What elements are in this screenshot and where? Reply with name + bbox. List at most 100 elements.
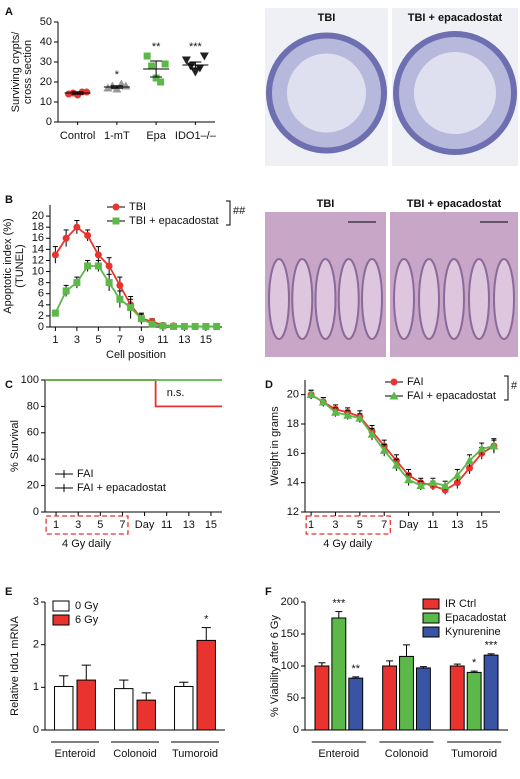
bar — [415, 667, 431, 731]
series-line — [54, 225, 217, 328]
data-point — [452, 470, 462, 479]
y-tick-label: 18 — [32, 221, 44, 233]
x-tick-label: 13 — [183, 519, 195, 531]
data-point — [94, 262, 102, 270]
data-point — [180, 322, 188, 330]
image-label: TBI + epacadostat — [407, 198, 502, 210]
y-tick-label: 0 — [38, 321, 44, 333]
legend-swatch — [52, 600, 70, 612]
significance: * — [204, 614, 209, 626]
panel-label: D — [265, 379, 273, 391]
crypt — [361, 258, 383, 340]
significance: *** — [485, 640, 499, 652]
x-tick-label: Epa — [146, 130, 166, 142]
x-tick-label: Colonoid — [385, 748, 428, 760]
tissue-lumen — [287, 53, 366, 133]
legend-swatch — [422, 626, 440, 638]
y-tick-label: 12 — [287, 506, 299, 518]
crypt — [291, 258, 314, 340]
significance: * — [472, 657, 477, 669]
data-point — [62, 234, 70, 242]
y-tick-label: 4 — [38, 299, 44, 311]
x-tick-label: Day — [135, 519, 155, 531]
data-point — [84, 262, 92, 270]
data-point — [367, 429, 377, 438]
panel-label: E — [5, 586, 12, 598]
legend-marker — [390, 378, 398, 386]
x-tick-label: 13 — [178, 334, 190, 346]
data-point — [306, 390, 316, 399]
data-point — [213, 322, 221, 330]
bar — [382, 665, 398, 731]
x-tick-label: 5 — [95, 334, 101, 346]
crypt — [393, 258, 415, 340]
data-point — [137, 315, 145, 323]
y-tick-label: 40 — [40, 36, 52, 48]
legend-label: FAI — [77, 468, 94, 480]
bar — [449, 665, 465, 731]
y-tick-label: 14 — [287, 477, 299, 489]
panel-label: C — [5, 379, 13, 391]
y-tick-label: 16 — [32, 232, 44, 244]
y-tick-label: 0 — [33, 506, 39, 518]
data-point — [181, 56, 191, 65]
data-point — [116, 295, 124, 303]
data-point — [330, 407, 340, 416]
annotation-bracket — [226, 200, 231, 226]
series-line — [310, 393, 495, 491]
series-line — [54, 265, 217, 328]
data-point — [355, 413, 365, 422]
data-point — [202, 322, 210, 330]
data-point — [73, 223, 81, 231]
y-tick-label: 14 — [32, 243, 44, 255]
legend-label: IR Ctrl — [445, 598, 476, 610]
x-tick-label: 1-mT — [104, 130, 130, 142]
data-point — [143, 52, 151, 60]
y-axis-label: Surviving crypts/ — [10, 31, 22, 113]
x-tick-label: 5 — [97, 519, 103, 531]
legend-marker — [112, 203, 120, 211]
series-line — [45, 379, 222, 408]
data-point — [148, 320, 156, 328]
x-tick-label: 13 — [451, 519, 463, 531]
x-tick-label: Colonoid — [113, 748, 156, 760]
annotation: n.s. — [167, 387, 185, 399]
data-point — [157, 78, 165, 86]
data-point — [343, 410, 353, 419]
data-point — [190, 68, 200, 77]
image-label: TBI + epacadostat — [408, 12, 503, 24]
crypt — [493, 258, 515, 340]
x-tick-label: Day — [399, 519, 419, 531]
x-tick-label: 5 — [357, 519, 363, 531]
y-tick-label: 100 — [281, 660, 299, 672]
legend-label: FAI + epacadostat — [407, 390, 496, 402]
data-point — [440, 481, 450, 490]
crypt — [337, 258, 360, 340]
y-tick-label: 10 — [32, 265, 44, 277]
dosing-box — [45, 515, 129, 535]
legend-swatch — [422, 612, 440, 624]
data-point — [191, 322, 199, 330]
y-axis-label: Apoptotic index (%) — [2, 218, 14, 313]
y-tick-label: 100 — [21, 374, 39, 386]
dosing-label: 4 Gy daily — [62, 538, 111, 550]
dosing-box — [305, 515, 391, 535]
legend-label: 6 Gy — [75, 614, 99, 626]
y-axis-label: Relative Ido1 mRNA — [9, 616, 21, 716]
legend-label: 0 Gy — [75, 600, 99, 612]
y-tick-label: 20 — [27, 480, 39, 492]
crypt — [314, 258, 337, 340]
panel-label: A — [5, 6, 13, 18]
data-point — [84, 232, 92, 239]
y-tick-label: 20 — [287, 389, 299, 401]
bar — [331, 617, 347, 731]
x-tick-label: 1 — [53, 519, 59, 531]
y-axis-label: (TUNEL) — [14, 244, 26, 287]
data-point — [73, 279, 81, 287]
data-point — [161, 60, 169, 68]
y-tick-label: 80 — [27, 400, 39, 412]
data-point — [148, 62, 156, 70]
bar — [483, 654, 499, 731]
data-point — [453, 479, 461, 487]
